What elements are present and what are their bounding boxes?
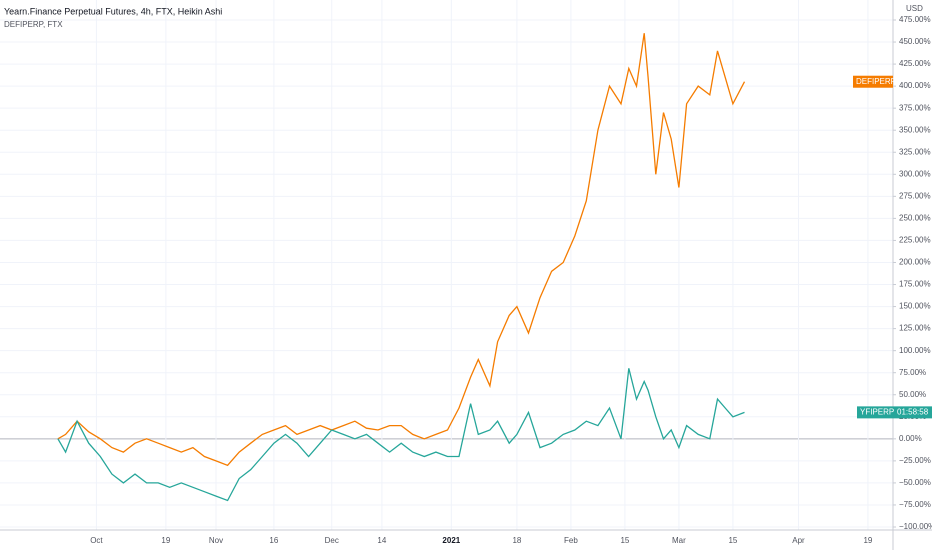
- x-tick-label: Apr: [792, 536, 805, 545]
- x-tick-label: 19: [863, 536, 872, 545]
- x-tick-label: Oct: [90, 536, 103, 545]
- y-tick-label: 150.00%: [899, 302, 931, 311]
- legend-entry: YFIPERP: [860, 407, 894, 416]
- x-tick-label: 15: [620, 536, 629, 545]
- x-tick-label: 2021: [442, 536, 460, 545]
- y-tick-label: 325.00%: [899, 147, 931, 156]
- x-tick-label: Nov: [209, 536, 223, 545]
- x-tick-label: 19: [161, 536, 170, 545]
- last-value-tag: DEFIPERP: [853, 75, 896, 88]
- y-tick-label: 225.00%: [899, 236, 931, 245]
- legend-entry: DEFIPERP: [856, 77, 896, 86]
- y-tick-label: 300.00%: [899, 169, 931, 178]
- x-tick-label: 16: [269, 536, 278, 545]
- y-tick-label: 250.00%: [899, 214, 931, 223]
- y-tick-label: −25.00%: [899, 456, 931, 465]
- y-tick-label: 0.00%: [899, 434, 922, 443]
- x-tick-label: 14: [377, 536, 386, 545]
- y-tick-label: 275.00%: [899, 191, 931, 200]
- y-tick-label: 425.00%: [899, 59, 931, 68]
- y-tick-label: 375.00%: [899, 103, 931, 112]
- x-tick-label: Mar: [672, 536, 686, 545]
- axis-unit: USD: [906, 4, 923, 13]
- grid: [0, 0, 893, 530]
- x-tick-label: 15: [728, 536, 737, 545]
- plot: [57, 33, 746, 502]
- y-tick-label: 125.00%: [899, 324, 931, 333]
- x-tick-label: Dec: [325, 536, 339, 545]
- chart-title: Yearn.Finance Perpetual Futures, 4h, FTX…: [4, 6, 222, 16]
- y-tick-label: 175.00%: [899, 280, 931, 289]
- x-tick-label: 18: [512, 536, 521, 545]
- tag-box: [857, 406, 932, 419]
- last-value-tag: YFIPERP 01:58:58: [857, 406, 932, 419]
- chart-subtitle: DEFIPERP, FTX: [4, 20, 63, 29]
- tag-box: [853, 75, 893, 88]
- y-tick-label: −50.00%: [899, 478, 931, 487]
- x-tick-label: Feb: [564, 536, 578, 545]
- y-tick-label: 400.00%: [899, 81, 931, 90]
- y-tick-label: 475.00%: [899, 15, 931, 24]
- y-tick-label: 50.00%: [899, 390, 926, 399]
- y-tick-label: 200.00%: [899, 258, 931, 267]
- y-tick-label: 450.00%: [899, 37, 931, 46]
- countdown: 01:58:58: [897, 407, 929, 416]
- y-tick-label: 100.00%: [899, 346, 931, 355]
- y-tick-label: 75.00%: [899, 368, 926, 377]
- y-tick-label: −100.00%: [899, 522, 932, 531]
- y-tick-label: −75.00%: [899, 500, 931, 509]
- series-line: [57, 368, 745, 502]
- series-line: [57, 33, 746, 467]
- y-tick-label: 350.00%: [899, 125, 931, 134]
